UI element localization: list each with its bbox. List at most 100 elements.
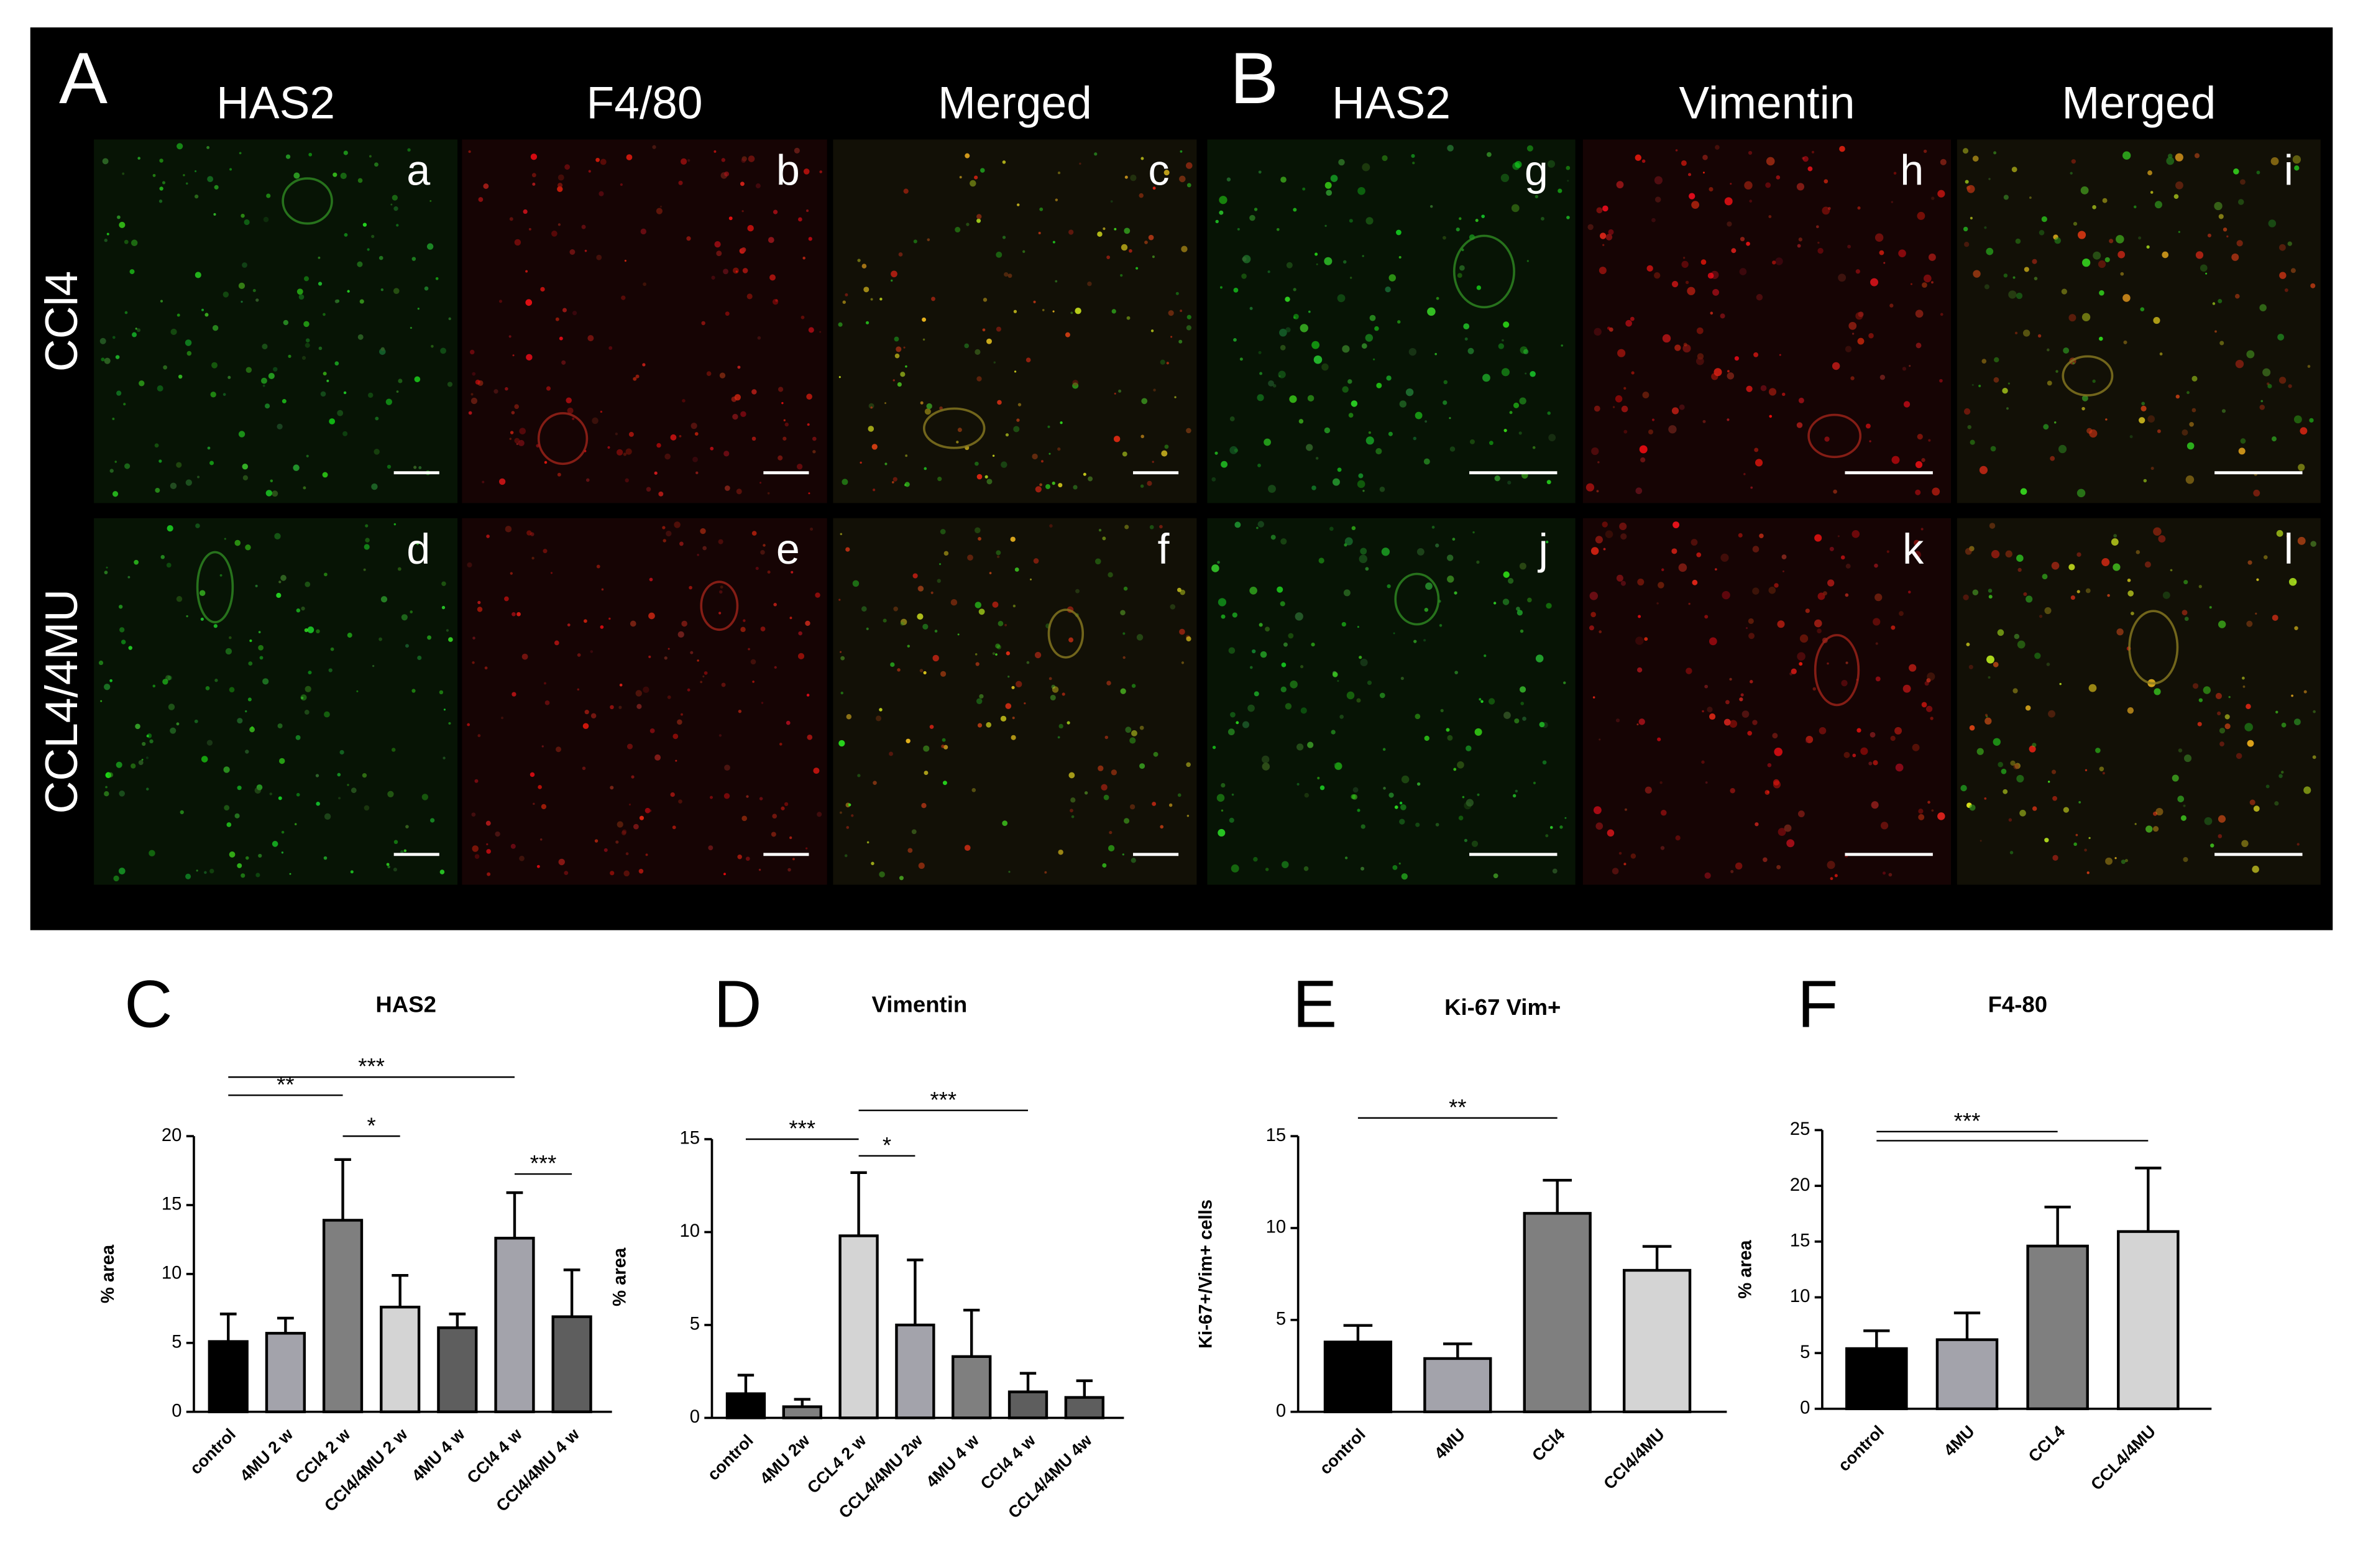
stain-spot <box>624 260 626 262</box>
stain-spot <box>577 653 581 657</box>
stain-spot <box>1488 698 1495 705</box>
stain-spot <box>1215 219 1219 224</box>
stain-spot <box>380 596 388 603</box>
stain-spot <box>2210 843 2214 848</box>
stain-spot <box>2063 807 2070 813</box>
stain-spot <box>1502 339 1504 342</box>
stain-spot <box>567 623 571 627</box>
stain-spot <box>1868 761 1873 766</box>
stain-spot <box>600 625 604 629</box>
stain-spot <box>1022 250 1025 253</box>
stain-spot <box>1272 384 1277 388</box>
stain-spot <box>1749 199 1753 203</box>
stain-spot <box>645 807 651 814</box>
stain-spot <box>956 441 959 444</box>
stain-spot <box>1280 686 1287 692</box>
stain-spot <box>510 572 513 575</box>
stain-spot <box>1175 291 1179 295</box>
stain-spot <box>363 568 366 571</box>
stain-spot <box>1712 288 1720 296</box>
stain-spot <box>1464 337 1468 341</box>
stain-spot <box>838 598 841 601</box>
stain-spot <box>1070 311 1073 314</box>
stain-spot <box>1307 395 1315 402</box>
stain-spot <box>1502 598 1510 605</box>
stain-spot <box>418 466 422 469</box>
stain-spot <box>262 384 265 387</box>
stain-spot <box>582 723 589 730</box>
stain-spot <box>1592 696 1595 699</box>
stain-spot <box>1640 457 1646 463</box>
stain-spot <box>590 650 594 653</box>
stain-spot <box>1249 214 1255 221</box>
stain-spot <box>1587 224 1594 231</box>
stain-spot <box>1891 201 1893 203</box>
stain-spot <box>873 781 877 785</box>
error-bar <box>2044 1205 2071 1246</box>
y-tick-label: 15 <box>1266 1126 1287 1145</box>
stain-spot <box>2170 569 2173 572</box>
stain-spot <box>1102 536 1106 541</box>
stain-spot <box>1131 684 1136 688</box>
stain-spot <box>468 150 471 154</box>
stain-spot <box>941 745 945 748</box>
stain-spot <box>1602 521 1608 528</box>
stain-spot <box>2102 198 2108 203</box>
stain-spot <box>416 541 420 545</box>
stain-spot <box>255 873 260 878</box>
stain-spot <box>486 534 490 538</box>
stain-spot <box>1998 761 2003 768</box>
stain-spot <box>1772 260 1776 265</box>
stain-spot <box>810 527 814 531</box>
stain-spot <box>1457 273 1462 278</box>
stain-spot <box>2048 781 2050 783</box>
stain-spot <box>2259 405 2265 410</box>
stain-spot <box>980 168 985 173</box>
stain-spot <box>1696 327 1704 334</box>
stain-spot <box>374 449 380 455</box>
stain-spot <box>1296 743 1304 751</box>
stain-spot <box>1662 334 1671 343</box>
stain-spot <box>2159 352 2163 355</box>
stain-spot <box>2237 199 2244 205</box>
stain-spot <box>1660 846 1665 850</box>
stain-spot <box>778 387 784 392</box>
image-label: d <box>406 526 430 573</box>
stain-spot <box>842 300 846 304</box>
stain-spot <box>1285 327 1291 332</box>
column-header: F4/80 <box>587 78 703 128</box>
stain-spot <box>1656 602 1659 605</box>
stain-spot <box>1533 781 1536 784</box>
stain-spot <box>141 758 144 761</box>
stain-spot <box>918 862 925 869</box>
stain-spot <box>2191 408 2196 413</box>
stain-spot <box>2022 329 2030 337</box>
stain-spot <box>791 571 794 574</box>
stain-spot <box>1925 705 1933 712</box>
stain-spot <box>1344 537 1353 546</box>
stain-spot <box>797 653 805 659</box>
stain-spot <box>1249 586 1257 595</box>
stain-spot <box>1704 684 1709 689</box>
stain-spot <box>211 362 218 369</box>
stain-spot <box>113 875 119 882</box>
stain-spot <box>1675 835 1681 841</box>
stain-spot <box>223 393 226 397</box>
stain-spot <box>781 806 785 810</box>
stain-spot <box>840 533 843 536</box>
stain-spot <box>1382 155 1388 162</box>
bar <box>725 1392 766 1419</box>
stain-spot <box>1032 453 1038 460</box>
stain-spot <box>741 247 746 252</box>
stain-spot <box>773 209 778 214</box>
x-tick-label: control <box>1835 1422 1888 1475</box>
stain-spot <box>1855 269 1860 274</box>
stain-spot <box>195 523 200 528</box>
stain-spot <box>543 682 546 685</box>
stain-spot <box>581 224 586 229</box>
stain-spot <box>510 431 514 434</box>
stain-spot <box>2204 817 2213 825</box>
stain-spot <box>695 471 699 475</box>
stain-spot <box>772 298 779 305</box>
stain-spot <box>2277 334 2284 341</box>
